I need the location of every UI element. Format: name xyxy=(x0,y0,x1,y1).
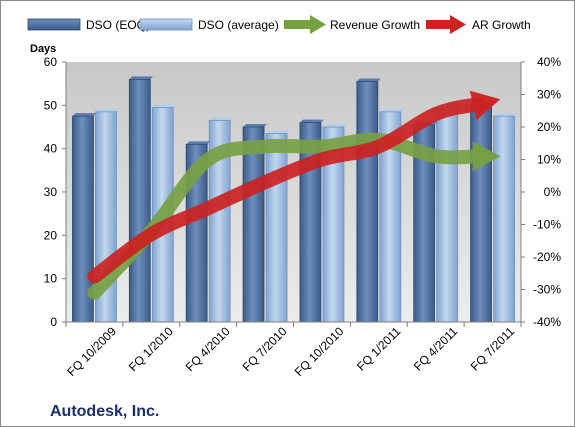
legend-swatch-dso-eoq xyxy=(27,18,81,31)
arrow-head-ar-growth xyxy=(469,90,501,121)
bar-dso-average-3 xyxy=(265,133,288,323)
y-tick-label-0: 0 xyxy=(50,315,57,329)
bar-dso-average-7 xyxy=(493,115,515,323)
arrow-shaft-ar-growth xyxy=(87,96,487,284)
legend: DSO (EOQ) DSO (average) Revenue Growth A… xyxy=(27,15,531,34)
y-axis-title: Days xyxy=(30,43,56,55)
bar-cap-dso-eoq-4 xyxy=(299,119,324,123)
bar-dso-eoq-1 xyxy=(128,78,151,323)
bar-cap-dso-average-5 xyxy=(379,108,404,112)
bar-dso-eoq-5 xyxy=(356,81,379,323)
bar-cap-dso-average-4 xyxy=(322,124,347,127)
bar-cap-dso-eoq-5 xyxy=(356,78,381,82)
y2-tick-label-0: -40% xyxy=(533,315,561,329)
legend-label-revenue-growth: Revenue Growth xyxy=(330,18,420,32)
y2-tick-label-6: 20% xyxy=(537,120,561,134)
y-tick-label-1: 10 xyxy=(44,272,58,286)
y2-tick-label-4: 0% xyxy=(544,185,562,199)
bar-dso-eoq-3 xyxy=(242,126,265,323)
company-name: Autodesk, Inc. xyxy=(50,403,159,420)
y2-tick-label-3: -10% xyxy=(533,218,561,232)
bar-cap-dso-average-0 xyxy=(95,108,120,112)
y2-tick-label-8: 40% xyxy=(537,55,561,69)
y2-tick-label-7: 30% xyxy=(537,88,561,102)
legend-label-dso-average: DSO (average) xyxy=(198,18,279,32)
bar-cap-dso-average-1 xyxy=(152,104,177,108)
arrows-layer xyxy=(87,90,501,300)
bar-cap-dso-average-3 xyxy=(266,130,291,134)
y-tick-label-4: 40 xyxy=(44,142,58,156)
y-tick-label-2: 20 xyxy=(44,228,58,242)
legend-swatch-dso-average xyxy=(139,18,193,31)
y-tick-label-3: 30 xyxy=(44,185,58,199)
bar-cap-dso-average-2 xyxy=(209,117,234,121)
bar-cap-dso-eoq-1 xyxy=(129,76,154,80)
legend-label-ar-growth: AR Growth xyxy=(472,18,531,32)
arrow-head-revenue-growth xyxy=(472,141,501,172)
y-tick-label-5: 50 xyxy=(44,98,58,112)
legend-item-revenue-growth: Revenue Growth xyxy=(284,15,420,34)
bar-cap-dso-eoq-2 xyxy=(186,141,211,145)
legend-arrowhead-ar-growth xyxy=(450,15,466,34)
legend-item-dso-eoq: DSO (EOQ) xyxy=(27,18,150,32)
bar-cap-dso-eoq-0 xyxy=(72,113,97,117)
bar-cap-dso-average-7 xyxy=(493,113,518,117)
legend-arrowhead-revenue-growth xyxy=(310,15,326,34)
bar-dso-average-6 xyxy=(436,107,459,323)
bar-dso-eoq-7 xyxy=(470,104,492,323)
y-tick-label-6: 60 xyxy=(44,55,58,69)
legend-item-ar-growth: AR Growth xyxy=(426,15,531,34)
legend-label-dso-eoq: DSO (EOQ) xyxy=(86,18,150,32)
y2-tick-label-5: 10% xyxy=(537,153,561,167)
legend-item-dso-average: DSO (average) xyxy=(139,18,279,32)
bar-cap-dso-eoq-3 xyxy=(243,124,268,127)
y2-tick-label-1: -30% xyxy=(533,283,561,297)
y2-tick-label-2: -20% xyxy=(533,250,561,264)
